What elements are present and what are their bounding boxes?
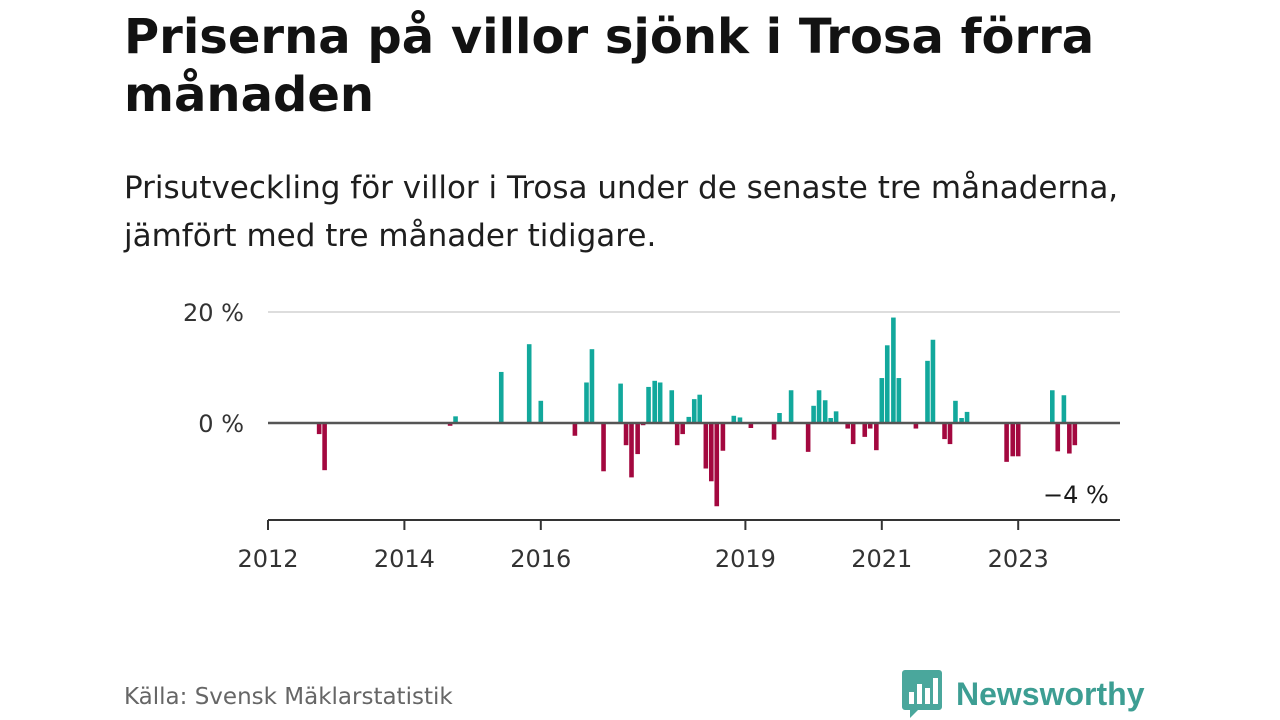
- bar: [618, 383, 623, 423]
- bar: [891, 317, 896, 423]
- bar: [748, 423, 754, 428]
- bar: [498, 371, 504, 423]
- bar: [845, 423, 850, 429]
- bar: [1072, 423, 1078, 446]
- bar: [691, 399, 697, 423]
- bar: [1010, 423, 1016, 457]
- newsworthy-logo-icon: [902, 670, 942, 718]
- bar: [771, 423, 777, 440]
- bar: [811, 405, 816, 423]
- bar: [884, 345, 890, 423]
- bar: [1061, 395, 1067, 423]
- bar: [850, 423, 856, 445]
- bar: [964, 411, 970, 423]
- x-tick-label: 2014: [374, 545, 435, 573]
- y-tick-label: 20 %: [183, 299, 244, 327]
- x-tick-label: 2012: [237, 545, 298, 573]
- bar: [322, 423, 327, 471]
- bar: [959, 418, 964, 423]
- bar: [680, 423, 685, 435]
- y-tick-label: 0 %: [198, 410, 244, 438]
- bar: [686, 416, 692, 423]
- bar: [867, 423, 873, 429]
- bar: [652, 380, 657, 423]
- bar: [674, 423, 680, 446]
- bar: [731, 415, 737, 423]
- bar: [913, 423, 919, 429]
- bar: [589, 349, 595, 423]
- bar: [822, 400, 828, 423]
- bar: [1015, 423, 1021, 457]
- bar: [601, 423, 606, 472]
- x-tick-label: 2016: [510, 545, 571, 573]
- bar: [879, 378, 885, 423]
- bar: [635, 423, 640, 455]
- bar: [720, 423, 726, 451]
- bar: [874, 423, 879, 451]
- brand-name: Newsworthy: [956, 675, 1145, 712]
- bar: [942, 423, 947, 440]
- x-tick-label: 2023: [988, 545, 1049, 573]
- bar: [623, 423, 629, 446]
- bar: [1050, 390, 1055, 423]
- bar: [316, 423, 322, 435]
- bar: [737, 417, 743, 423]
- bar: [526, 344, 532, 423]
- bar: [453, 416, 458, 423]
- source-note: Källa: Svensk Mäklarstatistik: [124, 684, 453, 710]
- bar: [709, 423, 714, 482]
- bar: [862, 423, 868, 437]
- annotation-label: −4 %: [1043, 481, 1109, 509]
- bar: [447, 423, 453, 426]
- bar: [805, 423, 811, 452]
- bar: [538, 400, 544, 423]
- bar: [657, 382, 663, 423]
- brand[interactable]: Newsworthy: [902, 670, 1144, 718]
- bar: [947, 423, 953, 445]
- bar: [930, 339, 936, 423]
- axes: [267, 421, 1120, 530]
- bar: [572, 423, 578, 436]
- x-tick-label: 2019: [715, 545, 776, 573]
- bar: [828, 418, 833, 423]
- bars: [316, 317, 1078, 507]
- bar: [646, 386, 651, 423]
- bar: [1055, 423, 1061, 452]
- bar: [788, 390, 794, 423]
- chart-subtitle: Prisutveckling för villor i Trosa under …: [124, 170, 1119, 254]
- x-tick-label: 2021: [851, 545, 912, 573]
- bar: [1067, 423, 1072, 454]
- bar: [953, 400, 958, 423]
- bar: [816, 390, 822, 423]
- bar: [669, 390, 675, 423]
- bar: [703, 423, 709, 469]
- bar: [629, 423, 634, 478]
- bar: [833, 411, 839, 423]
- bar: [777, 413, 782, 423]
- tick-labels: 20 % 0 % 2012 2014 2016 2019 2021 2023 −4 %: [183, 299, 1109, 573]
- bar: [584, 382, 589, 423]
- bar: [1004, 423, 1009, 462]
- chart-title: Priserna på villor sjönk i Trosa förra m…: [124, 9, 1095, 123]
- bar: [697, 394, 703, 423]
- bar: [714, 423, 720, 507]
- bar: [925, 360, 930, 423]
- bar: [896, 378, 902, 423]
